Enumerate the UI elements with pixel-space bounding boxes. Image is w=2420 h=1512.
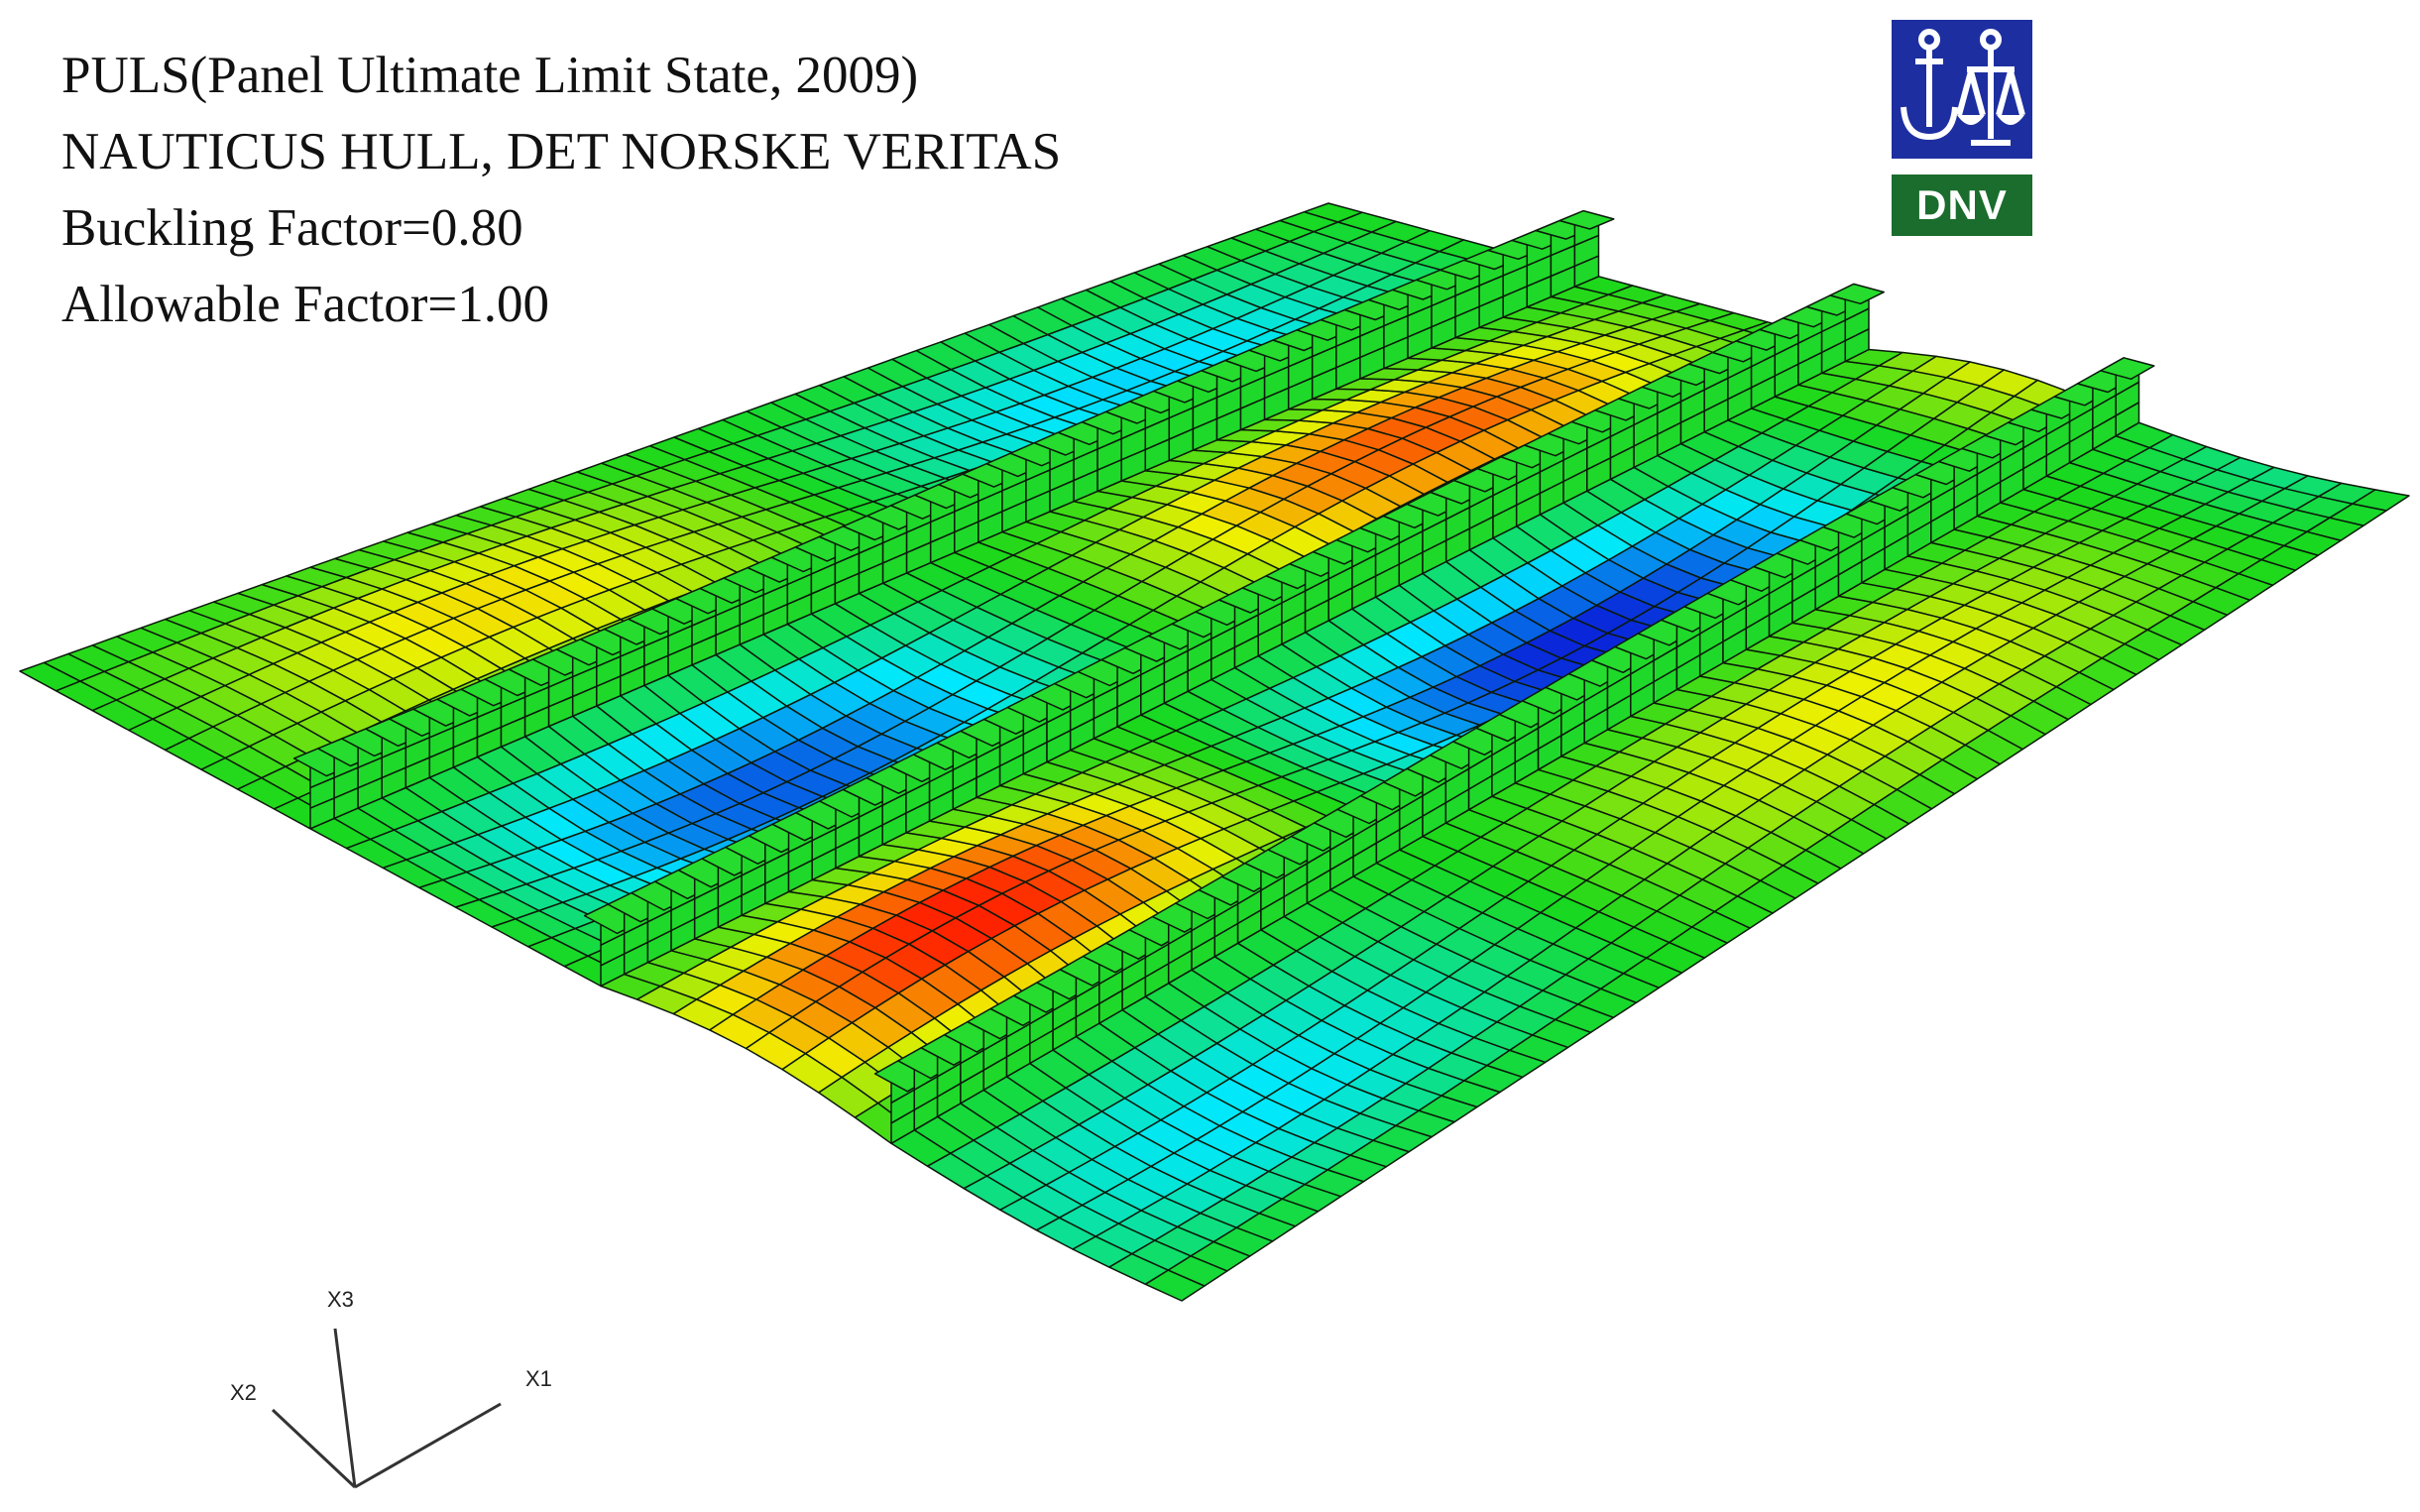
- x3-axis-label: X3: [327, 1287, 354, 1312]
- allowable-factor-line: Allowable Factor=1.00: [61, 276, 550, 333]
- analysis-info: PULS(Panel Ultimate Limit State, 2009) N…: [61, 38, 1061, 343]
- x1-axis-label: X1: [525, 1366, 552, 1391]
- buckling-factor-line: Buckling Factor=0.80: [61, 199, 523, 257]
- x2-axis-line: [271, 1408, 357, 1489]
- stiffener-flange-cell: [1829, 283, 1886, 305]
- x1-axis-line: [354, 1402, 502, 1489]
- stiffener-flange-cell: [1558, 209, 1615, 230]
- organization-line: NAUTICUS HULL, DET NORSKE VERITAS: [61, 123, 1062, 180]
- coordinate-triad: X3 X1 X2: [230, 1287, 552, 1489]
- x2-axis-label: X2: [230, 1380, 257, 1405]
- dnv-logo: DNV: [1892, 20, 2032, 236]
- plate-mesh: [19, 202, 2410, 1302]
- x3-axis-line: [333, 1328, 357, 1488]
- title-line: PULS(Panel Ultimate Limit State, 2009): [61, 47, 919, 104]
- stiffener-flange-cell: [2100, 357, 2155, 381]
- anchor-and-scales-icon: [1892, 20, 2032, 159]
- plate-mesh-cell: [2352, 489, 2410, 512]
- dnv-logo-text: DNV: [1892, 174, 2032, 236]
